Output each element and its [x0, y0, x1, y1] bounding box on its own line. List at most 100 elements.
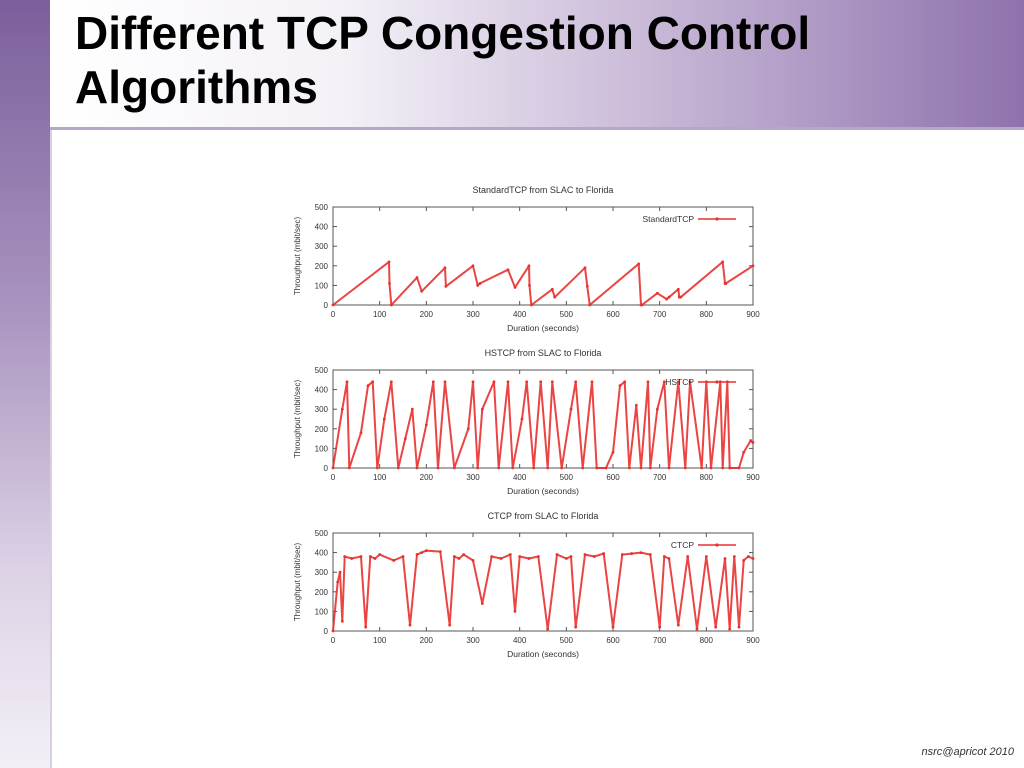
data-point [581, 466, 585, 470]
data-point [448, 623, 452, 627]
data-point [424, 423, 428, 427]
data-point [378, 553, 382, 556]
data-point [555, 553, 559, 556]
data-point [529, 303, 533, 307]
title-divider [50, 127, 1024, 130]
y-tick-label: 200 [315, 262, 329, 271]
legend-label: StandardTCP [643, 214, 695, 224]
data-point [592, 555, 596, 558]
data-point [640, 303, 644, 307]
data-point [387, 260, 391, 264]
data-point [415, 553, 419, 556]
data-point [497, 466, 501, 470]
data-point [403, 437, 407, 440]
data-point [525, 380, 529, 384]
data-point [506, 380, 510, 384]
data-point [371, 380, 375, 384]
chart-title: HSTCP from SLAC to Florida [485, 348, 602, 358]
data-point [443, 380, 447, 384]
x-tick-label: 900 [746, 473, 760, 482]
y-tick-label: 300 [315, 405, 329, 414]
plot-frame [332, 532, 754, 632]
data-point [700, 466, 704, 470]
legend-marker [715, 380, 719, 384]
y-tick-label: 400 [315, 386, 329, 395]
throughput-figure: StandardTCP from SLAC to Florida 0 100 200 3… [268, 170, 788, 680]
x-tick-label: 700 [653, 473, 667, 482]
data-point [751, 441, 755, 444]
charts-svg: StandardTCP from SLAC to Florida 0 100 200 3… [293, 185, 760, 659]
x-tick-label: 100 [373, 473, 387, 482]
x-tick-label: 600 [606, 636, 620, 645]
data-point [658, 625, 662, 629]
data-point [415, 276, 419, 279]
data-point [683, 466, 687, 470]
chart-panel-3: CTCP from SLAC to Florida 0 100 200 300 400 50… [293, 511, 760, 659]
legend-label: HSTCP [665, 377, 694, 387]
x-tick-label: 500 [560, 310, 574, 319]
data-point [686, 555, 690, 558]
x-tick-label: 400 [513, 473, 527, 482]
data-point [679, 295, 683, 299]
data-point [420, 551, 424, 554]
x-axis-label: Duration (seconds) [507, 649, 579, 659]
data-point [655, 291, 659, 295]
x-tick-label: 200 [420, 310, 434, 319]
series-line-1 [332, 380, 754, 469]
data-point [732, 555, 736, 558]
data-point [350, 557, 354, 560]
x-tick-label: 0 [331, 310, 336, 319]
data-point [546, 627, 550, 631]
data-point [595, 466, 599, 470]
y-tick-label: 300 [315, 242, 329, 251]
data-point [513, 610, 517, 613]
x-tick-label: 300 [466, 310, 480, 319]
data-point [443, 266, 447, 270]
x-tick-label: 500 [560, 473, 574, 482]
data-point [751, 264, 755, 268]
data-point [373, 557, 377, 560]
y-axis-label: Throughput (mbit/sec) [293, 380, 302, 459]
left-accent-edge [50, 130, 52, 768]
y-tick-label: 0 [324, 301, 329, 310]
data-point [667, 557, 671, 560]
chart-panel-2: HSTCP from SLAC to Florida 0 100 200 300 400 5… [293, 348, 760, 496]
series-line-1 [332, 260, 754, 306]
data-point [518, 555, 522, 558]
data-point [646, 380, 650, 384]
data-point [490, 555, 494, 558]
data-point [742, 450, 746, 454]
data-point [528, 284, 531, 287]
x-axis-label: Duration (seconds) [507, 323, 579, 333]
data-point [536, 555, 540, 558]
left-accent-bar [0, 0, 50, 768]
data-point [476, 466, 480, 470]
data-point [345, 380, 349, 384]
data-point [583, 266, 587, 270]
data-point [508, 553, 512, 556]
slide-title: Different TCP Congestion Control Algorit… [75, 6, 975, 114]
data-point [338, 570, 342, 574]
data-point [630, 552, 634, 555]
data-point [347, 466, 351, 470]
data-point [667, 295, 671, 299]
x-tick-label: 800 [700, 636, 714, 645]
data-point [476, 284, 480, 287]
data-point [569, 407, 573, 411]
data-point [574, 380, 578, 384]
data-point [704, 555, 708, 558]
data-point [746, 555, 750, 558]
data-point [471, 559, 475, 562]
data-point [662, 555, 666, 558]
data-point [478, 282, 482, 285]
y-tick-label: 0 [324, 627, 329, 636]
data-point [553, 295, 557, 299]
data-point [751, 557, 755, 560]
data-point [444, 284, 448, 288]
data-point [665, 297, 669, 301]
data-point [588, 303, 592, 307]
data-point [532, 466, 536, 470]
x-tick-label: 400 [513, 310, 527, 319]
data-point [366, 384, 370, 388]
data-point [611, 450, 615, 454]
